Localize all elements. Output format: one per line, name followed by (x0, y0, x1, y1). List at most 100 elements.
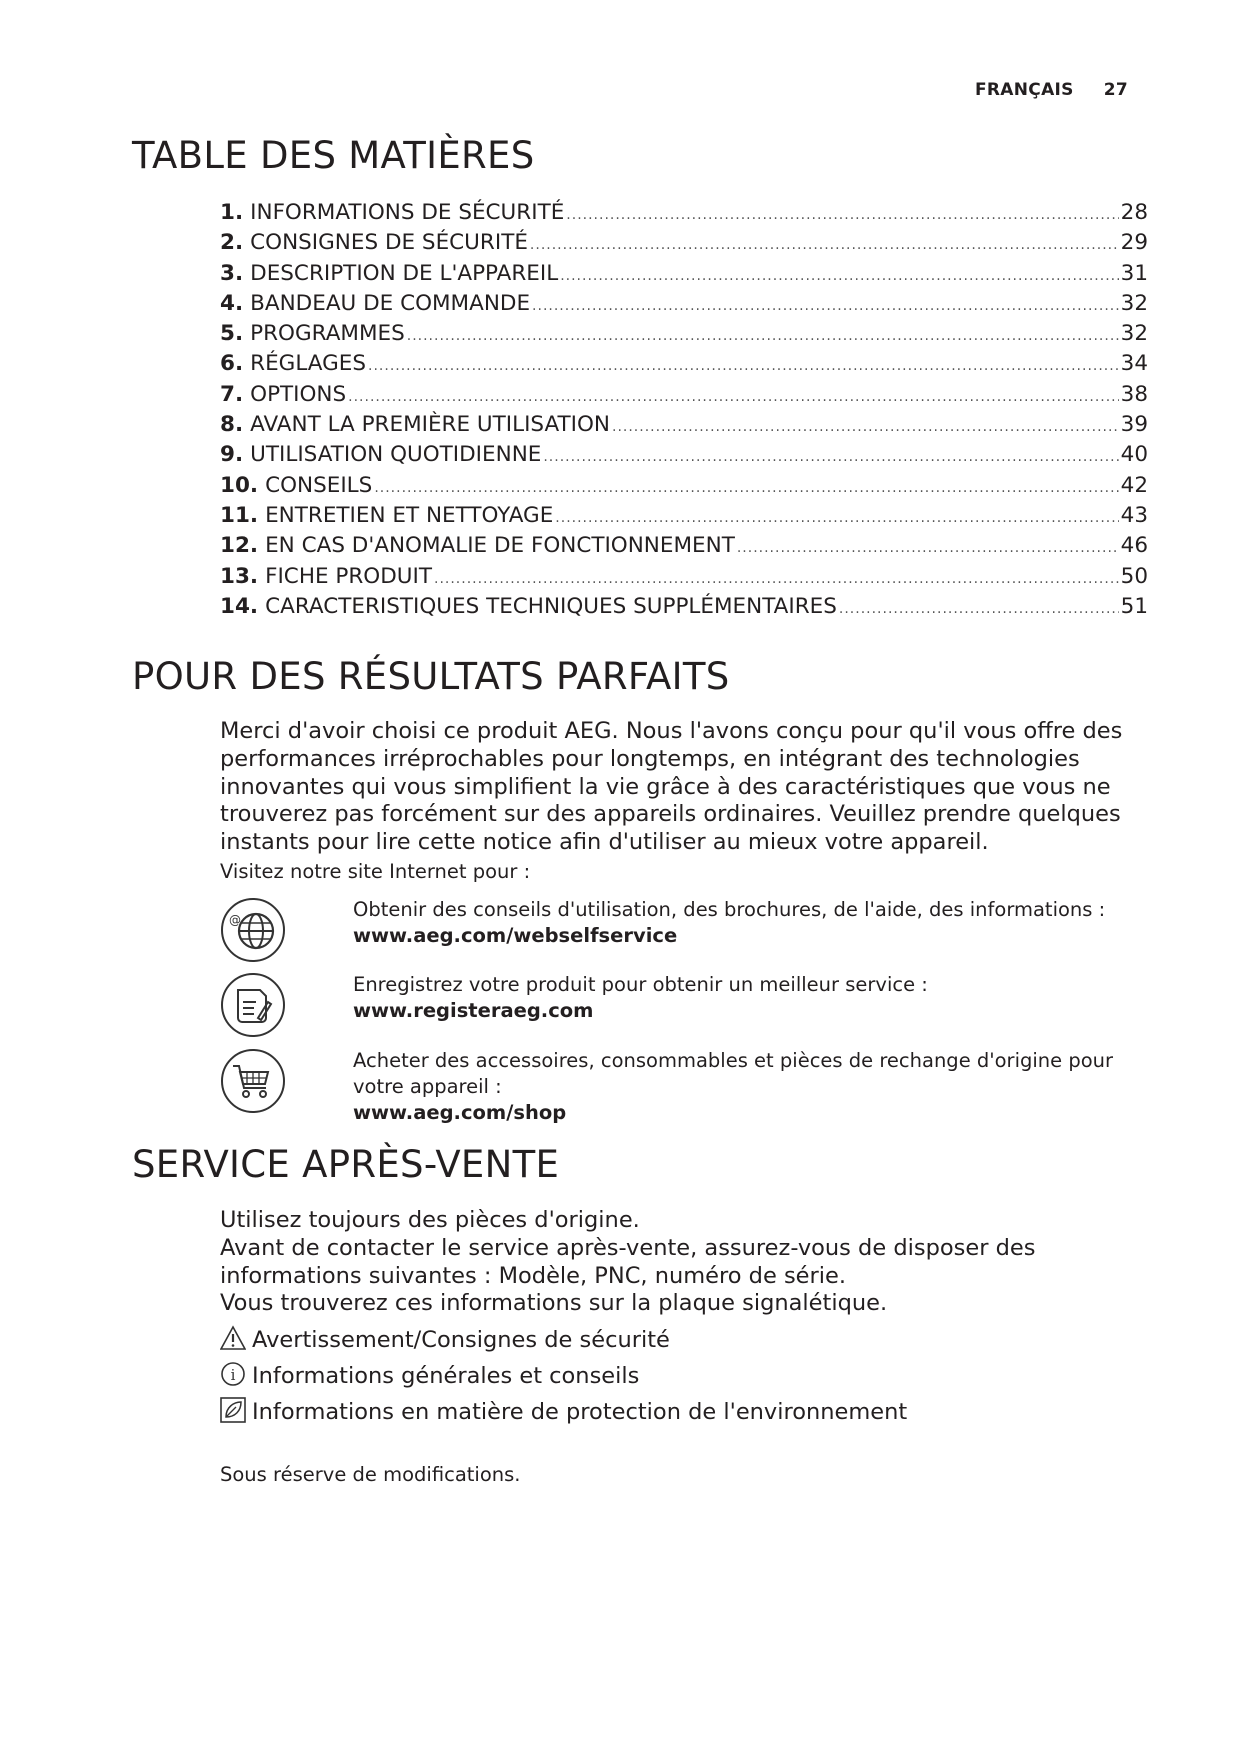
toc-entry-page: 50 (1120, 563, 1148, 589)
toc-entry[interactable]: 3.DESCRIPTION DE L'APPAREIL 31 (220, 261, 1148, 291)
toc-title: TABLE DES MATIÈRES (132, 134, 535, 177)
toc-entry[interactable]: 7.OPTIONS 38 (220, 382, 1148, 412)
globe-icon: @ (221, 898, 285, 962)
service-title: SERVICE APRÈS-VENTE (132, 1143, 560, 1186)
warning-icon (220, 1325, 246, 1350)
toc-entry-page: 40 (1120, 442, 1148, 468)
toc-entry-number: 9. (220, 442, 244, 468)
link-description: Acheter des accessoires, consommables et… (353, 1049, 1114, 1098)
legend-item-environment: Informations en matière de protection de… (220, 1394, 1160, 1430)
toc-leader-dots (530, 230, 1119, 255)
toc-entry-label: AVANT LA PREMIÈRE UTILISATION (250, 412, 610, 438)
toc-entry-number: 12. (220, 533, 259, 559)
toc-entry-number: 8. (220, 412, 244, 438)
register-link[interactable]: www.registeraeg.com (353, 999, 594, 1022)
toc-entry-number: 3. (220, 260, 244, 286)
toc-entry-page: 42 (1120, 472, 1148, 498)
toc-leader-dots (566, 200, 1118, 225)
link-row-register: Enregistrez votre produit pour obtenir u… (220, 972, 928, 1038)
toc-entry-page: 31 (1120, 260, 1148, 286)
register-document-icon (221, 973, 285, 1037)
service-text: Utilisez toujours des pièces d'origine. … (220, 1207, 1160, 1430)
link-description: Enregistrez votre produit pour obtenir u… (353, 973, 928, 996)
webselfservice-link[interactable]: www.aeg.com/webselfservice (353, 924, 678, 947)
toc-leader-dots (368, 351, 1119, 376)
toc-entry-page: 34 (1120, 351, 1148, 377)
service-line: Utilisez toujours des pièces d'origine. (220, 1207, 640, 1233)
page-number: 27 (1103, 80, 1128, 100)
toc-entry-number: 1. (220, 200, 244, 225)
toc-entry-page: 38 (1120, 381, 1148, 407)
environment-leaf-icon (220, 1397, 246, 1423)
page-header: FRANÇAIS 27 (975, 80, 1158, 100)
toc-entry-label: INFORMATIONS DE SÉCURITÉ (250, 200, 565, 225)
toc-entry-page: 51 (1120, 593, 1148, 619)
service-line: Vous trouverez ces informations sur la p… (220, 1290, 888, 1317)
svg-text:i: i (231, 1366, 236, 1384)
toc-entry[interactable]: 10.CONSEILS 42 (220, 473, 1148, 503)
toc-entry[interactable]: 14. CARACTERISTIQUES TECHNIQUES SUPPLÉMEN… (220, 594, 1148, 624)
toc-entry-number: 6. (220, 351, 244, 377)
toc-leader-dots (555, 503, 1118, 528)
toc-entry[interactable]: 9.UTILISATION QUOTIDIENNE 40 (220, 442, 1148, 472)
toc-entry-label: OPTIONS (250, 381, 347, 407)
toc-entry[interactable]: 5.PROGRAMMES 32 (220, 321, 1148, 351)
toc-entry-page: 28 (1120, 200, 1148, 225)
toc-entry-label: UTILISATION QUOTIDIENNE (250, 442, 542, 468)
toc-leader-dots (348, 382, 1118, 407)
toc-entry-page: 32 (1120, 321, 1148, 347)
toc-entry-number: 7. (220, 381, 244, 407)
toc-entry-page: 46 (1120, 533, 1148, 559)
toc-entry-page: 29 (1120, 230, 1148, 256)
info-icon: i (221, 1362, 245, 1386)
toc-entry-number: 4. (220, 290, 244, 316)
toc-entry-number: 14. (220, 593, 259, 619)
svg-text:@: @ (229, 913, 241, 927)
toc-leader-dots (407, 321, 1119, 346)
toc-leader-dots (560, 261, 1118, 286)
toc-leader-dots (434, 564, 1119, 589)
toc-entry[interactable]: 4.BANDEAU DE COMMANDE 32 (220, 291, 1148, 321)
toc-entry-label: BANDEAU DE COMMANDE (250, 290, 531, 316)
toc-entry-page: 32 (1120, 290, 1148, 316)
toc-entry[interactable]: 6.RÉGLAGES 34 (220, 351, 1148, 381)
toc-leader-dots (612, 412, 1119, 437)
shop-link[interactable]: www.aeg.com/shop (353, 1101, 567, 1124)
results-title: POUR DES RÉSULTATS PARFAITS (132, 655, 730, 698)
modifications-note: Sous réserve de modifications. (220, 1463, 521, 1486)
legend-item-info: i Informations générales et conseils (220, 1358, 1160, 1394)
toc-entry[interactable]: 13.FICHE PRODUIT 50 (220, 564, 1148, 594)
shopping-cart-icon (221, 1049, 285, 1113)
toc-entry-label: ENTRETIEN ET NETTOYAGE (265, 502, 554, 528)
link-row-shop: Acheter des accessoires, consommables et… (220, 1048, 1113, 1124)
service-line: informations suivantes : Modèle, PNC, nu… (220, 1262, 847, 1289)
symbol-legend: Avertissement/Consignes de sécurité i Inf… (220, 1322, 1160, 1430)
intro-paragraph: Merci d'avoir choisi ce produit AEG. Nou… (220, 718, 1123, 856)
toc-entry-number: 13. (220, 563, 259, 589)
toc-entry[interactable]: 2.CONSIGNES DE SÉCURITÉ 29 (220, 230, 1148, 260)
toc-entry-number: 2. (220, 230, 244, 256)
link-row-webselfservice: @ Obtenir des conseils d'utilisation, de… (220, 897, 1105, 963)
toc-entry-label: EN CAS D'ANOMALIE DE FONCTIONNEMENT (265, 533, 735, 559)
toc-entry-label: CONSIGNES DE SÉCURITÉ (250, 230, 528, 256)
toc-leader-dots (374, 473, 1118, 498)
toc-leader-dots (839, 594, 1119, 619)
toc-entry-number: 11. (220, 502, 259, 528)
legend-item-warning: Avertissement/Consignes de sécurité (220, 1322, 1160, 1358)
toc-entry-label: RÉGLAGES (250, 351, 367, 377)
toc-leader-dots (543, 442, 1118, 467)
toc-entry[interactable]: 11.ENTRETIEN ET NETTOYAGE 43 (220, 503, 1148, 533)
toc-entry-label: FICHE PRODUIT (265, 563, 432, 589)
toc-entry-number: 5. (220, 321, 244, 347)
toc-entry[interactable]: 12.EN CAS D'ANOMALIE DE FONCTIONNEMENT 46 (220, 533, 1148, 563)
toc-entry[interactable]: 1.INFORMATIONS DE SÉCURITÉ 28 (220, 200, 1148, 230)
link-description: Obtenir des conseils d'utilisation, des … (353, 898, 1106, 921)
language-label: FRANÇAIS (975, 80, 1074, 100)
toc-entry-page: 43 (1120, 502, 1148, 528)
toc-entry[interactable]: 8.AVANT LA PREMIÈRE UTILISATION 39 (220, 412, 1148, 442)
toc-entry-label: PROGRAMMES (250, 321, 405, 347)
toc-entry-label: DESCRIPTION DE L'APPAREIL (250, 260, 559, 286)
toc-entry-number: 10. (220, 472, 259, 498)
toc-leader-dots (737, 533, 1119, 558)
toc-entry-label: CONSEILS (265, 472, 373, 498)
